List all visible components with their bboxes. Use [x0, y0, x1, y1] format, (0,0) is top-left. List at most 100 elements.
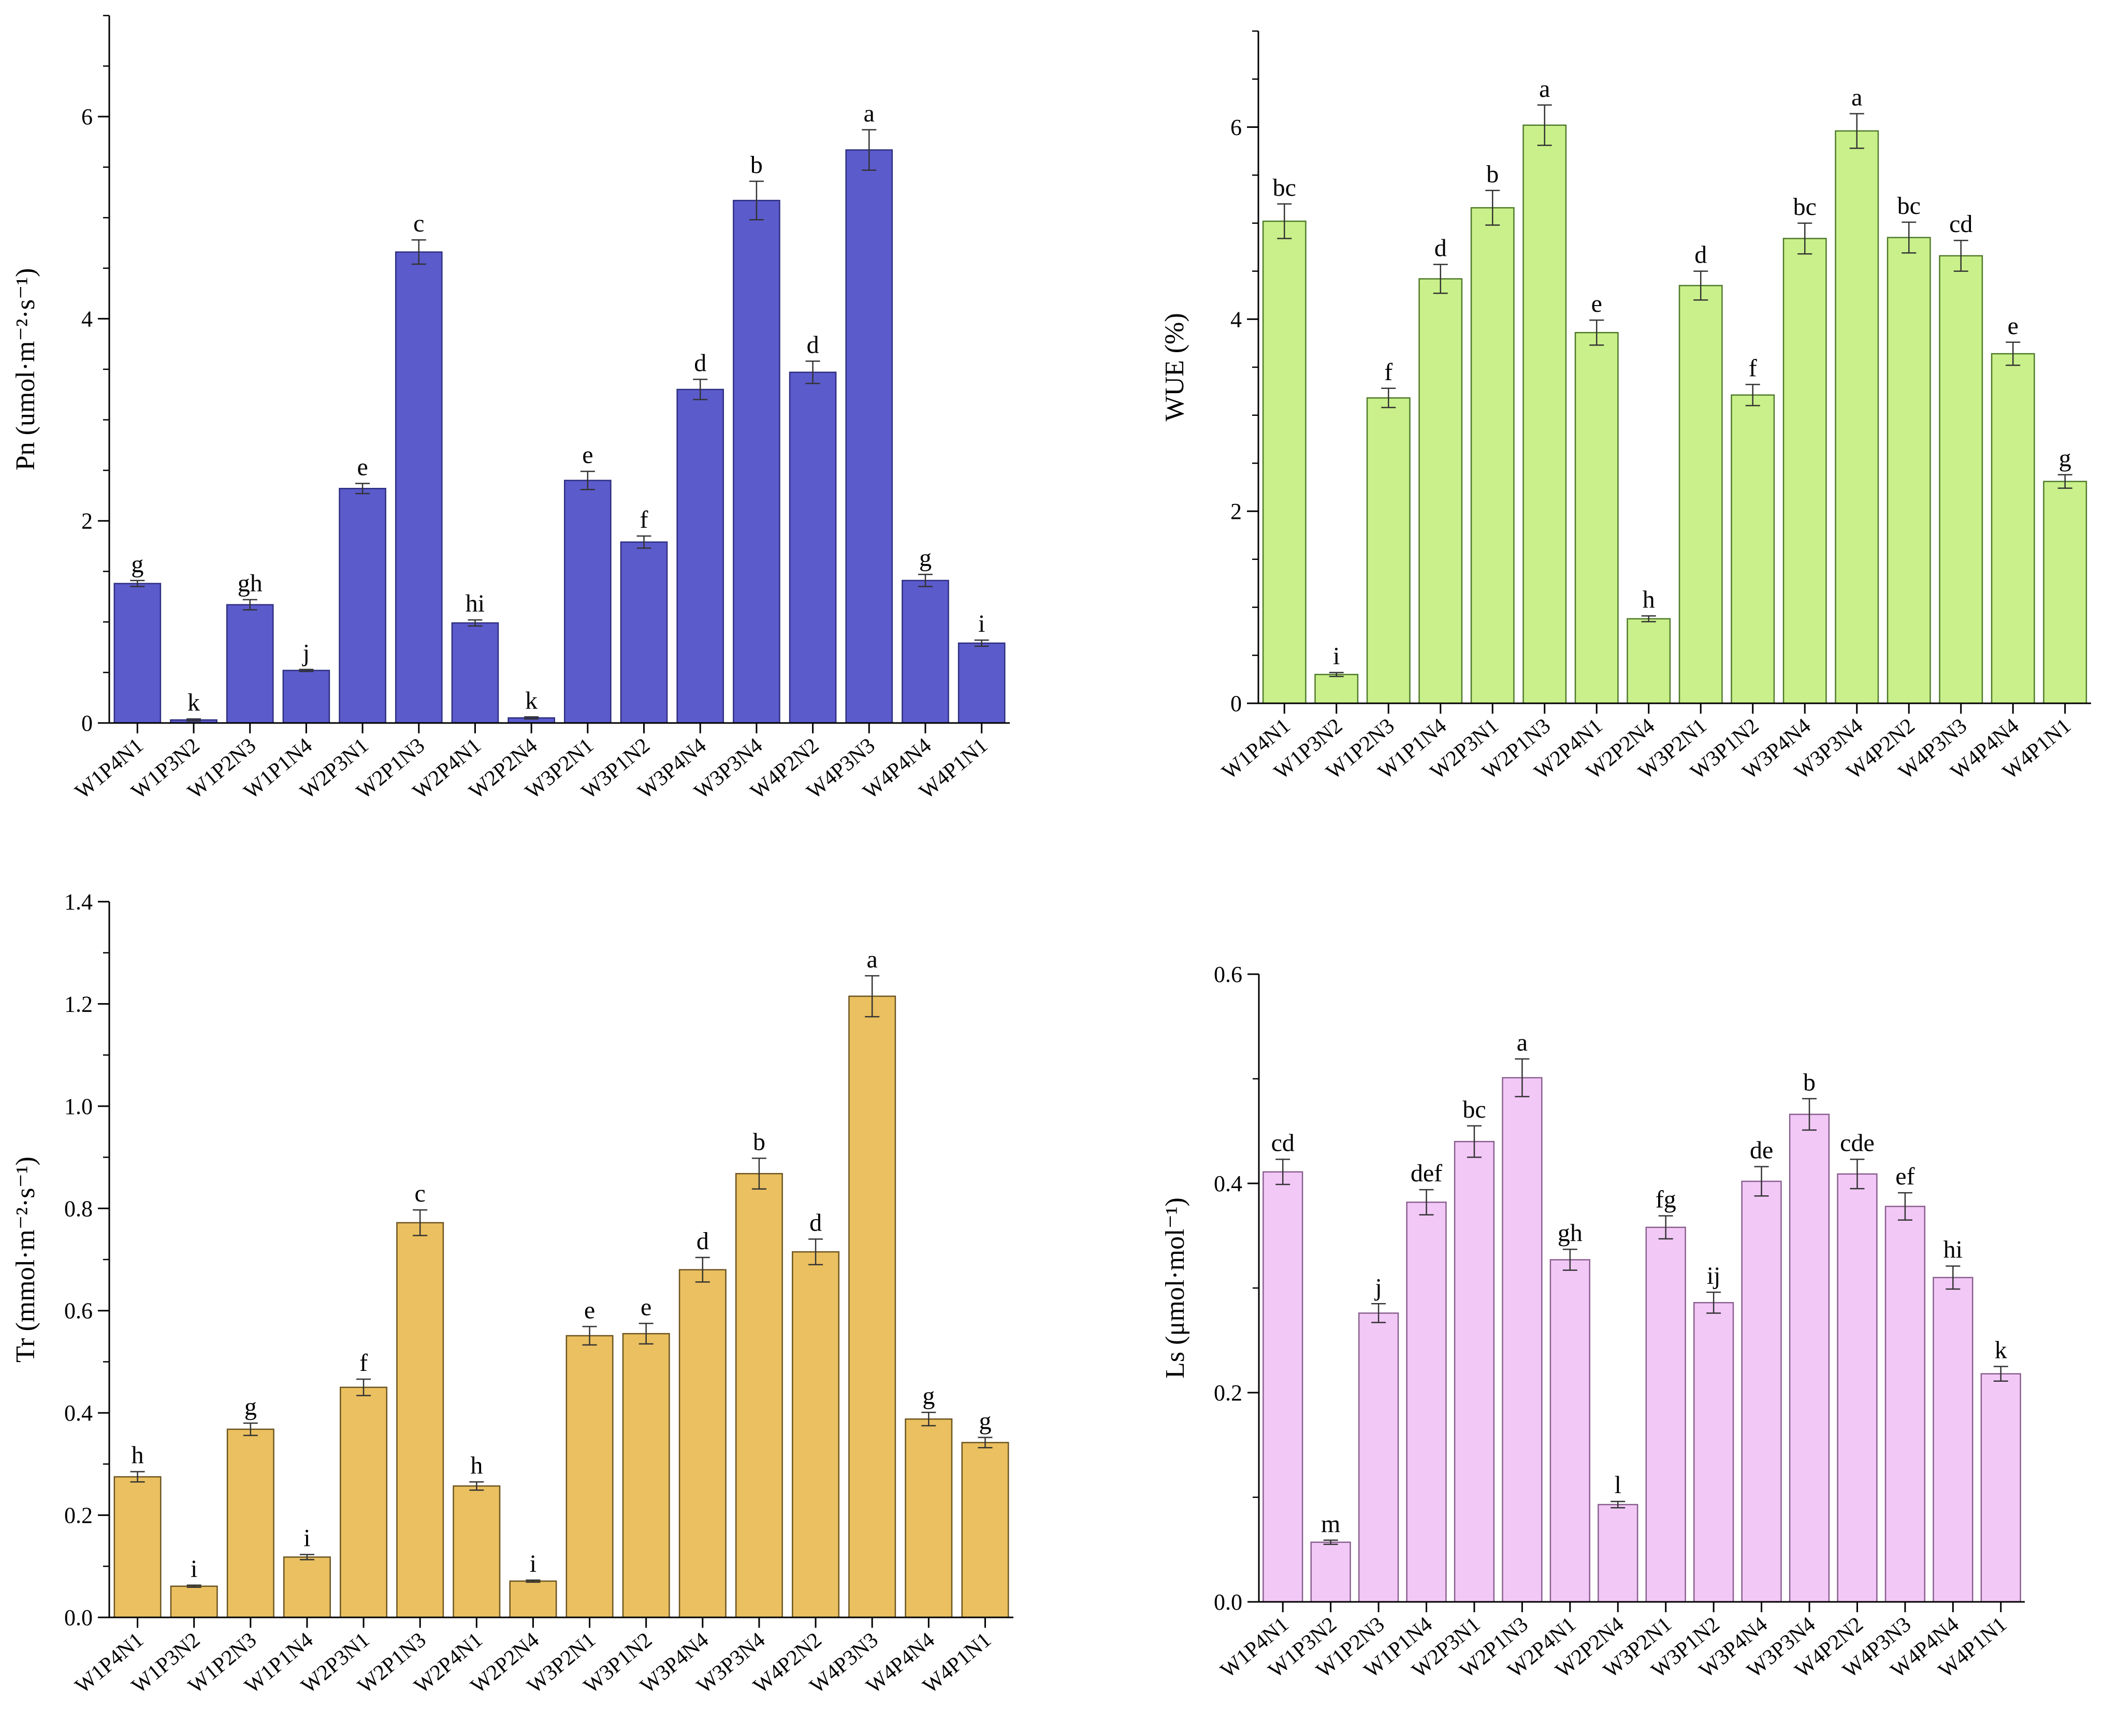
significance-letter-w3p4n4: bc — [1793, 193, 1817, 221]
bar-w2p4n1 — [1574, 331, 1619, 704]
bar-w2p2n4 — [509, 1580, 557, 1618]
bar-w4p1n1 — [2043, 481, 2087, 704]
significance-letter-w2p2n4: l — [1615, 1471, 1621, 1499]
y-tick-label: 6 — [1230, 114, 1242, 140]
significance-letter-w2p3n1: bc — [1462, 1096, 1486, 1123]
bar-w1p1n4 — [283, 1556, 331, 1618]
y-tick-label: 4 — [81, 306, 93, 331]
significance-letter-w3p2n1: fg — [1656, 1186, 1676, 1213]
bar-w4p2n2 — [1887, 237, 1931, 704]
y-tick-label: 0 — [81, 711, 93, 736]
significance-letter-w1p2n3: f — [1384, 358, 1392, 386]
significance-letter-w2p3n1: e — [357, 454, 368, 481]
bar-w4p3n3 — [848, 995, 896, 1618]
significance-letter-w4p1n1: g — [2059, 445, 2071, 472]
bar-w4p3n3 — [845, 149, 893, 724]
y-tick-label: 2 — [1230, 499, 1242, 524]
bar-w4p1n1 — [1980, 1373, 2021, 1603]
y-tick-label: 2 — [81, 509, 93, 534]
bar-w1p3n2 — [1314, 674, 1359, 704]
bar-w3p3n4 — [1835, 130, 1879, 704]
y-tick-label: 0.4 — [64, 1400, 93, 1426]
bar-w2p4n1 — [1549, 1259, 1590, 1603]
significance-letter-w1p1n4: d — [1434, 235, 1447, 262]
y-tick-label: 1.2 — [64, 991, 93, 1017]
bar-w2p1n3 — [1522, 124, 1567, 704]
bar-w4p3n3 — [1884, 1206, 1926, 1603]
y-axis-title: Tr (mmol·m⁻²·s⁻¹) — [11, 1156, 40, 1363]
panel-pn: gkghjechikefdbdagi0246W1P4N1W1P3N2W1P2N3… — [11, 15, 1010, 804]
bar-w3p1n2 — [620, 541, 668, 724]
significance-letter-w4p3n3: ef — [1895, 1163, 1914, 1190]
significance-letter-w4p1n1: k — [1995, 1337, 2007, 1364]
significance-letter-w3p3n4: a — [1851, 83, 1862, 111]
y-tick-label: 0.8 — [64, 1196, 93, 1221]
significance-letter-w4p1n1: i — [978, 610, 985, 638]
bar-w1p3n2 — [1310, 1541, 1351, 1603]
significance-letter-w3p4n4: de — [1750, 1137, 1773, 1164]
y-tick-label: 4 — [1230, 307, 1242, 332]
bar-w1p2n3 — [226, 604, 274, 724]
bar-w2p3n1 — [340, 1386, 388, 1618]
significance-letter-w4p2n2: cde — [1840, 1130, 1875, 1157]
y-tick-label: 0.0 — [1214, 1589, 1242, 1615]
significance-letter-w1p4n1: cd — [1271, 1130, 1295, 1157]
significance-letter-w3p1n2: e — [641, 1293, 651, 1321]
bar-w1p1n4 — [1418, 278, 1463, 704]
y-axis-title: Pn (umol·m⁻²·s⁻¹) — [11, 268, 40, 471]
significance-letter-w2p4n1: h — [470, 1452, 483, 1479]
significance-letter-w1p1n4: def — [1411, 1160, 1442, 1187]
significance-letter-w2p1n3: a — [1539, 75, 1550, 103]
y-tick-label: 0.0 — [64, 1605, 93, 1630]
panel-wue: bcifdbaehdfbcabccdeg0246W1P4N1W1P3N2W1P2… — [1160, 30, 2091, 784]
bar-w1p4n1 — [1262, 220, 1307, 704]
significance-letter-w3p2n1: d — [1694, 241, 1707, 269]
bar-w3p1n2 — [1693, 1302, 1734, 1603]
significance-letter-w4p3n3: cd — [1949, 210, 1972, 238]
bar-w3p1n2 — [622, 1333, 670, 1618]
bar-w1p1n4 — [282, 670, 330, 724]
bar-w3p2n1 — [565, 1335, 614, 1618]
significance-letter-w2p4n1: gh — [1558, 1219, 1583, 1247]
significance-letter-w4p3n3: a — [864, 100, 875, 127]
significance-letter-w3p3n4: b — [1803, 1068, 1816, 1096]
bar-w4p4n4 — [905, 1418, 953, 1618]
significance-letter-w4p1n1: g — [979, 1408, 991, 1435]
significance-letter-w1p4n1: h — [132, 1442, 144, 1469]
bar-w4p1n1 — [957, 642, 1006, 724]
significance-letter-w1p2n3: gh — [238, 570, 263, 597]
y-tick-label: 0.6 — [64, 1298, 93, 1324]
significance-letter-w2p3n1: b — [1486, 161, 1499, 188]
bar-w3p4n4 — [676, 388, 724, 724]
bar-w1p3n2 — [170, 1585, 218, 1618]
bar-w3p2n1 — [1645, 1226, 1686, 1603]
significance-letter-w3p1n2: ij — [1707, 1262, 1721, 1290]
significance-letter-w3p3n4: b — [753, 1129, 765, 1156]
bar-w3p4n4 — [678, 1269, 727, 1618]
bar-w1p4n1 — [1263, 1171, 1303, 1603]
significance-letter-w2p3n1: f — [359, 1349, 368, 1377]
y-tick-label: 0.2 — [1214, 1380, 1242, 1406]
significance-letter-w3p4n4: d — [697, 1227, 709, 1255]
bar-w2p1n3 — [395, 251, 443, 724]
bar-w4p2n2 — [1837, 1173, 1878, 1603]
bar-w2p3n1 — [1470, 207, 1515, 704]
bar-w4p3n3 — [1939, 255, 1983, 704]
significance-letter-w3p3n4: b — [750, 151, 763, 179]
bar-w3p3n4 — [1789, 1113, 1830, 1603]
y-tick-label: 0.4 — [1214, 1171, 1242, 1196]
bar-w3p3n4 — [735, 1173, 783, 1618]
bar-w2p4n1 — [451, 622, 499, 724]
significance-letter-w1p4n1: bc — [1273, 174, 1296, 201]
bar-w3p4n4 — [1741, 1180, 1782, 1603]
y-axis-title: Ls (μmol·mol⁻¹) — [1160, 1197, 1190, 1379]
bar-w3p2n1 — [564, 480, 612, 724]
bar-w2p2n4 — [1627, 618, 1671, 704]
significance-letter-w2p1n3: c — [413, 210, 424, 237]
significance-letter-w3p1n2: f — [1749, 354, 1757, 382]
bar-w1p1n4 — [1406, 1202, 1447, 1603]
bar-w3p2n1 — [1678, 285, 1723, 704]
bar-w2p3n1 — [1454, 1140, 1495, 1603]
significance-letter-w2p1n3: a — [1517, 1029, 1528, 1057]
